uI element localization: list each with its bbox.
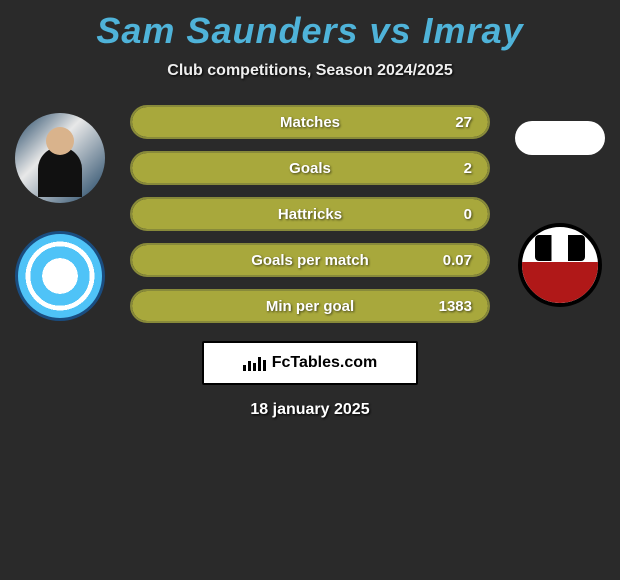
stat-value: 0 <box>464 206 472 223</box>
player1-club-badge <box>15 231 105 321</box>
right-column <box>500 105 620 307</box>
brand-footer: FcTables.com <box>202 341 418 385</box>
left-column <box>0 105 120 321</box>
stat-label: Matches <box>132 114 488 131</box>
stat-label: Min per goal <box>132 298 488 315</box>
player2-photo <box>515 121 605 155</box>
stats-column: Matches27 Goals2 Hattricks0 Goals per match… <box>120 105 500 323</box>
content-row: Matches27 Goals2 Hattricks0 Goals per match… <box>0 105 620 323</box>
player2-club-badge <box>518 223 602 307</box>
stat-value: 27 <box>455 114 472 131</box>
stat-row: Min per goal1383 <box>130 289 490 323</box>
stat-value: 0.07 <box>443 252 472 269</box>
stat-row: Matches27 <box>130 105 490 139</box>
brand-text: FcTables.com <box>272 354 378 372</box>
stat-row: Goals per match0.07 <box>130 243 490 277</box>
stat-label: Goals per match <box>132 252 488 269</box>
subtitle: Club competitions, Season 2024/2025 <box>0 62 620 80</box>
player1-photo <box>15 113 105 203</box>
page-title: Sam Saunders vs Imray <box>0 10 620 52</box>
stat-row: Hattricks0 <box>130 197 490 231</box>
chart-icon <box>243 355 266 371</box>
stat-value: 1383 <box>439 298 472 315</box>
stat-label: Goals <box>132 160 488 177</box>
stat-value: 2 <box>464 160 472 177</box>
comparison-card: Sam Saunders vs Imray Club competitions,… <box>0 0 620 419</box>
stat-row: Goals2 <box>130 151 490 185</box>
stat-label: Hattricks <box>132 206 488 223</box>
date-label: 18 january 2025 <box>0 401 620 419</box>
